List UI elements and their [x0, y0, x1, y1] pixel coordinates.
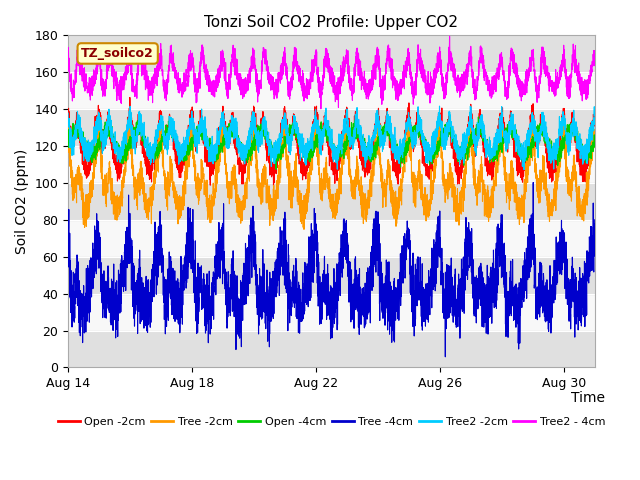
- Title: Tonzi Soil CO2 Profile: Upper CO2: Tonzi Soil CO2 Profile: Upper CO2: [204, 15, 458, 30]
- Text: TZ_soilco2: TZ_soilco2: [81, 47, 154, 60]
- Bar: [68, 36, 595, 72]
- Bar: [68, 331, 595, 367]
- Legend: Open -2cm, Tree -2cm, Open -4cm, Tree -4cm, Tree2 -2cm, Tree2 - 4cm: Open -2cm, Tree -2cm, Open -4cm, Tree -4…: [53, 413, 610, 432]
- Bar: [68, 183, 595, 220]
- Bar: [68, 109, 595, 146]
- X-axis label: Time: Time: [571, 391, 605, 405]
- Bar: [68, 257, 595, 294]
- Y-axis label: Soil CO2 (ppm): Soil CO2 (ppm): [15, 149, 29, 254]
